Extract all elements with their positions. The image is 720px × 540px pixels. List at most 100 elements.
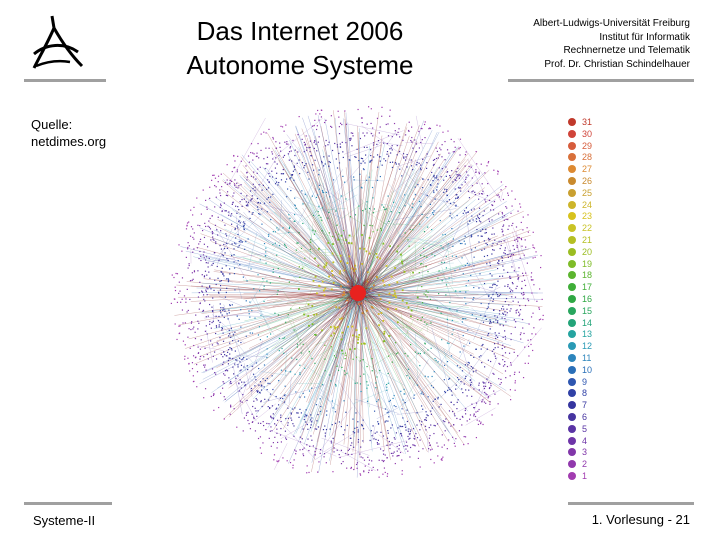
legend-item: 17 — [565, 281, 605, 293]
legend-level-label: 26 — [582, 176, 593, 186]
legend-level-label: 11 — [582, 353, 592, 363]
legend-item: 12 — [565, 340, 605, 352]
legend-item: 10 — [565, 364, 605, 376]
source-note: Quelle: netdimes.org — [31, 116, 106, 150]
title-line-1: Das Internet 2006 — [196, 16, 404, 46]
legend-item: 8 — [565, 387, 605, 399]
legend-level-label: 3 — [582, 447, 588, 458]
legend-item: 26 — [565, 175, 605, 187]
legend-level-label: 28 — [582, 152, 593, 163]
legend-level-label: 9 — [582, 376, 588, 387]
legend-color-dot — [568, 165, 576, 174]
legend-color-dot — [568, 389, 576, 398]
affiliation-institute: Institut für Informatik — [599, 31, 690, 43]
header-rule-left — [24, 79, 106, 82]
as-network-graph — [170, 106, 544, 478]
legend-color-dot — [568, 306, 576, 315]
legend-item: 27 — [565, 163, 605, 175]
legend-color-dot — [568, 177, 576, 185]
legend-item: 20 — [565, 246, 605, 258]
legend-color-dot — [568, 141, 576, 150]
legend-level-label: 8 — [582, 388, 588, 399]
legend-color-dot — [568, 377, 576, 386]
legend-item: 2 — [565, 458, 605, 470]
slide-number: 1. Vorlesung - 21 — [591, 512, 690, 527]
legend-color-dot — [568, 342, 576, 351]
legend-color-dot — [568, 129, 576, 138]
legend-color-dot — [568, 330, 576, 339]
legend-color-dot — [568, 212, 576, 221]
legend-item: 21 — [565, 234, 605, 246]
legend-color-dot — [568, 118, 576, 126]
legend-item: 6 — [565, 411, 605, 423]
legend-level-label: 16 — [582, 294, 593, 304]
legend-level-label: 30 — [582, 128, 593, 139]
legend-level-label: 27 — [582, 164, 593, 175]
legend-level-label: 21 — [582, 235, 593, 245]
legend-color-dot — [568, 295, 576, 303]
legend-item: 4 — [565, 435, 605, 447]
legend-color-dot — [568, 354, 576, 362]
legend-level-label: 5 — [582, 423, 588, 434]
legend-level-label: 22 — [582, 223, 593, 234]
legend-level-label: 17 — [582, 282, 593, 293]
legend-item: 31 — [565, 116, 605, 128]
legend-level-label: 20 — [582, 246, 593, 257]
legend-level-label: 18 — [582, 270, 593, 281]
footer-rule-left — [24, 502, 112, 505]
source-url: netdimes.org — [31, 134, 107, 149]
legend-level-label: 15 — [582, 305, 593, 316]
legend-level-label: 19 — [582, 258, 593, 269]
legend-color-dot — [568, 259, 576, 268]
legend-color-dot — [568, 236, 576, 244]
legend-item: 28 — [565, 151, 605, 163]
legend-color-dot — [568, 460, 576, 469]
legend-color-dot — [568, 200, 576, 209]
legend-color-dot — [568, 365, 576, 374]
legend-level-label: 4 — [582, 435, 588, 446]
legend-color-dot — [568, 153, 576, 162]
legend-item: 7 — [565, 399, 605, 411]
legend-item: 18 — [565, 269, 605, 281]
legend-level-label: 12 — [582, 341, 593, 352]
legend-item: 30 — [565, 128, 605, 140]
legend-level-label: 14 — [582, 317, 593, 328]
legend-level-label: 6 — [582, 412, 588, 422]
graph-nodes — [170, 106, 544, 478]
legend-level-label: 31 — [582, 117, 593, 127]
legend-item: 25 — [565, 187, 605, 199]
legend-item: 19 — [565, 258, 605, 270]
legend-color-dot — [568, 401, 576, 410]
legend-level-label: 29 — [582, 140, 593, 151]
legend-level-label: 25 — [582, 187, 593, 198]
affiliation-group: Rechnernetze und Telematik — [563, 45, 690, 56]
legend-color-dot — [568, 448, 576, 457]
legend-item: 5 — [565, 423, 605, 435]
legend-item: 9 — [565, 376, 605, 388]
legend-color-dot — [568, 472, 576, 480]
legend-color-dot — [568, 271, 576, 280]
header-rule-right — [508, 79, 694, 82]
legend-item: 11 — [565, 352, 605, 364]
legend-item: 13 — [565, 328, 605, 340]
legend-level-label: 2 — [582, 459, 588, 470]
university-logo-icon — [32, 15, 84, 69]
footer-rule-right — [568, 502, 694, 505]
network-core — [350, 285, 366, 301]
legend-color-dot — [568, 318, 576, 327]
legend-item: 16 — [565, 293, 605, 305]
course-name: Systeme-II — [33, 513, 96, 528]
legend-color-dot — [568, 247, 576, 256]
legend-item: 22 — [565, 222, 605, 234]
legend-item: 24 — [565, 199, 605, 211]
affiliation-block: Albert-Ludwigs-Universität Freiburg Inst… — [430, 17, 690, 71]
legend-item: 23 — [565, 210, 605, 222]
affiliation-university: Albert-Ludwigs-Universität Freiburg — [533, 18, 690, 29]
legend-color-dot — [568, 424, 576, 433]
legend-color-dot — [568, 413, 576, 421]
affiliation-professor: Prof. Dr. Christian Schindelhauer — [544, 58, 690, 70]
legend-color-dot — [568, 436, 576, 445]
legend-level-label: 23 — [582, 211, 593, 222]
legend-color-dot — [568, 224, 576, 233]
legend-color-dot — [568, 283, 576, 292]
